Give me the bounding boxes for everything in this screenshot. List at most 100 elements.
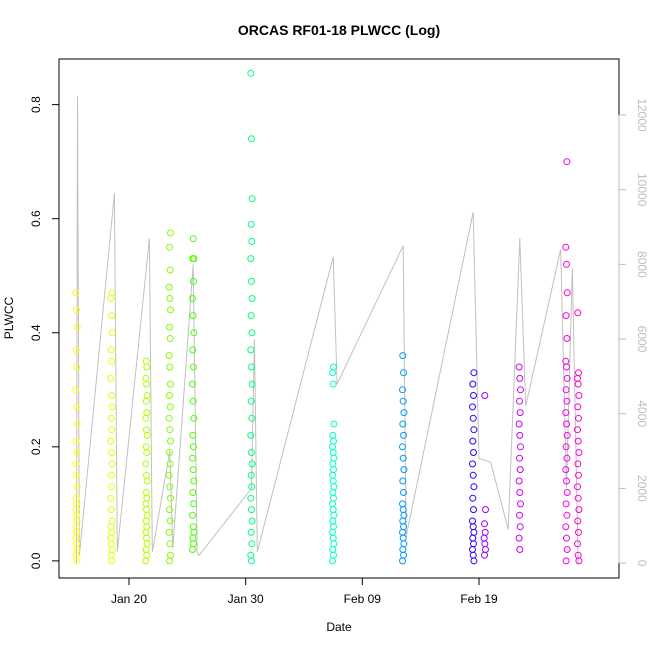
y-tick-label: 0.4: [29, 324, 43, 341]
data-point-rf06: [247, 471, 255, 479]
data-point-rf12: [563, 477, 570, 485]
data-point-rf04: [166, 266, 174, 274]
y2-tick-label: 8000: [635, 251, 649, 278]
data-point-rf05: [189, 312, 197, 320]
data-point-rf13: [574, 426, 581, 434]
data-point-rf04: [166, 426, 174, 434]
data-point-rf06: [248, 195, 256, 203]
data-point-rf05: [189, 255, 197, 263]
data-point-rf06: [248, 449, 255, 456]
data-point-rf06: [247, 431, 255, 439]
data-point-rf11: [516, 409, 524, 417]
data-point-rf05: [189, 466, 197, 474]
data-point-rf01: [73, 557, 81, 565]
data-point-rf04: [166, 540, 174, 548]
data-point-rf13: [575, 557, 583, 565]
data-point-rf12: [563, 454, 571, 462]
data-point-rf09: [470, 483, 478, 491]
data-point-rf03: [143, 380, 150, 388]
altitude-line: [76, 96, 579, 564]
data-point-rf13: [575, 414, 582, 422]
data-point-rf02: [107, 346, 115, 354]
data-point-rf12: [562, 409, 570, 417]
data-point-rf09: [470, 506, 477, 514]
data-point-rf07: [330, 420, 338, 428]
data-point-rf06: [247, 220, 255, 228]
data-point-rf06: [248, 238, 256, 245]
data-point-rf11: [515, 477, 523, 485]
data-point-rf11: [515, 534, 523, 542]
data-point-rf04: [166, 449, 173, 456]
data-point-rf02: [108, 312, 115, 320]
data-point-rf09: [470, 369, 478, 377]
data-point-rf06: [248, 517, 256, 525]
data-point-rf13: [575, 449, 583, 456]
data-point-rf01: [72, 346, 80, 354]
data-point-rf04: [166, 323, 173, 331]
data-point-rf06: [248, 506, 255, 514]
data-point-rf10: [481, 551, 488, 559]
data-point-rf08: [400, 466, 408, 474]
data-point-rf13: [575, 392, 583, 399]
data-point-rf12: [562, 243, 570, 251]
data-point-rf09: [470, 426, 478, 434]
y2-tick-label: 2000: [635, 475, 649, 502]
data-point-rf09: [470, 557, 478, 565]
data-point-rf08: [399, 477, 407, 485]
data-point-rf11: [517, 443, 524, 451]
data-point-rf07: [329, 369, 336, 377]
data-point-rf02: [108, 392, 115, 399]
data-point-rf06: [248, 380, 256, 388]
data-point-rf06: [248, 329, 256, 337]
y-tick-label: 0.6: [29, 210, 43, 227]
data-point-rf09: [469, 460, 476, 468]
data-point-rf09: [469, 494, 477, 502]
data-point-rf13: [574, 437, 582, 445]
data-point-rf08: [400, 409, 408, 417]
data-point-rf04: [165, 471, 173, 479]
data-point-rf11: [516, 397, 523, 405]
data-point-rf09: [469, 380, 477, 388]
y-tick-label: 0.8: [29, 96, 43, 113]
data-point-rf02: [108, 483, 116, 491]
data-point-rf12: [563, 374, 571, 382]
altitude-trace: [76, 96, 579, 564]
data-point-rf05: [189, 397, 197, 405]
data-point-rf13: [574, 380, 582, 388]
data-point-rf08: [399, 454, 407, 462]
data-point-rf04: [167, 494, 174, 502]
data-point-rf08: [400, 369, 407, 377]
data-point-rf06: [248, 540, 256, 548]
data-point-rf06: [248, 557, 255, 565]
data-point-rf01: [72, 386, 80, 394]
data-point-rf11: [517, 500, 524, 508]
data-point-rf01: [73, 420, 81, 428]
data-point-rf02: [107, 494, 115, 502]
data-point-rf12: [562, 500, 570, 508]
data-point-rf12: [563, 335, 571, 342]
data-point-rf08: [399, 557, 406, 565]
data-point-rf04: [167, 306, 174, 314]
data-point-rf08: [400, 489, 407, 496]
chart-title: ORCAS RF01-18 PLWCC (Log): [238, 22, 440, 38]
data-point-rf12: [563, 289, 571, 297]
data-point-rf03: [142, 557, 150, 565]
data-point-rf05: [190, 477, 198, 485]
data-point-rf08: [399, 397, 407, 405]
data-point-rf11: [516, 466, 524, 474]
data-point-rf04: [166, 403, 174, 411]
data-point-rf11: [517, 386, 524, 394]
data-point-rf09: [470, 449, 477, 456]
data-point-rf05: [190, 329, 198, 337]
data-point-rf06: [247, 346, 255, 354]
data-point-rf01: [73, 483, 81, 491]
data-point-rf10: [482, 506, 489, 514]
y-axis: 0.0 0.2 0.4 0.6 0.8: [29, 96, 60, 569]
data-point-rf04: [165, 528, 173, 536]
data-point-rf05: [190, 500, 197, 508]
y-tick-label: 0.2: [29, 438, 43, 455]
data-point-rf13: [574, 483, 581, 491]
data-point-rf01: [73, 449, 81, 456]
data-point-rf08: [399, 443, 406, 451]
data-point-rf04: [165, 283, 173, 291]
